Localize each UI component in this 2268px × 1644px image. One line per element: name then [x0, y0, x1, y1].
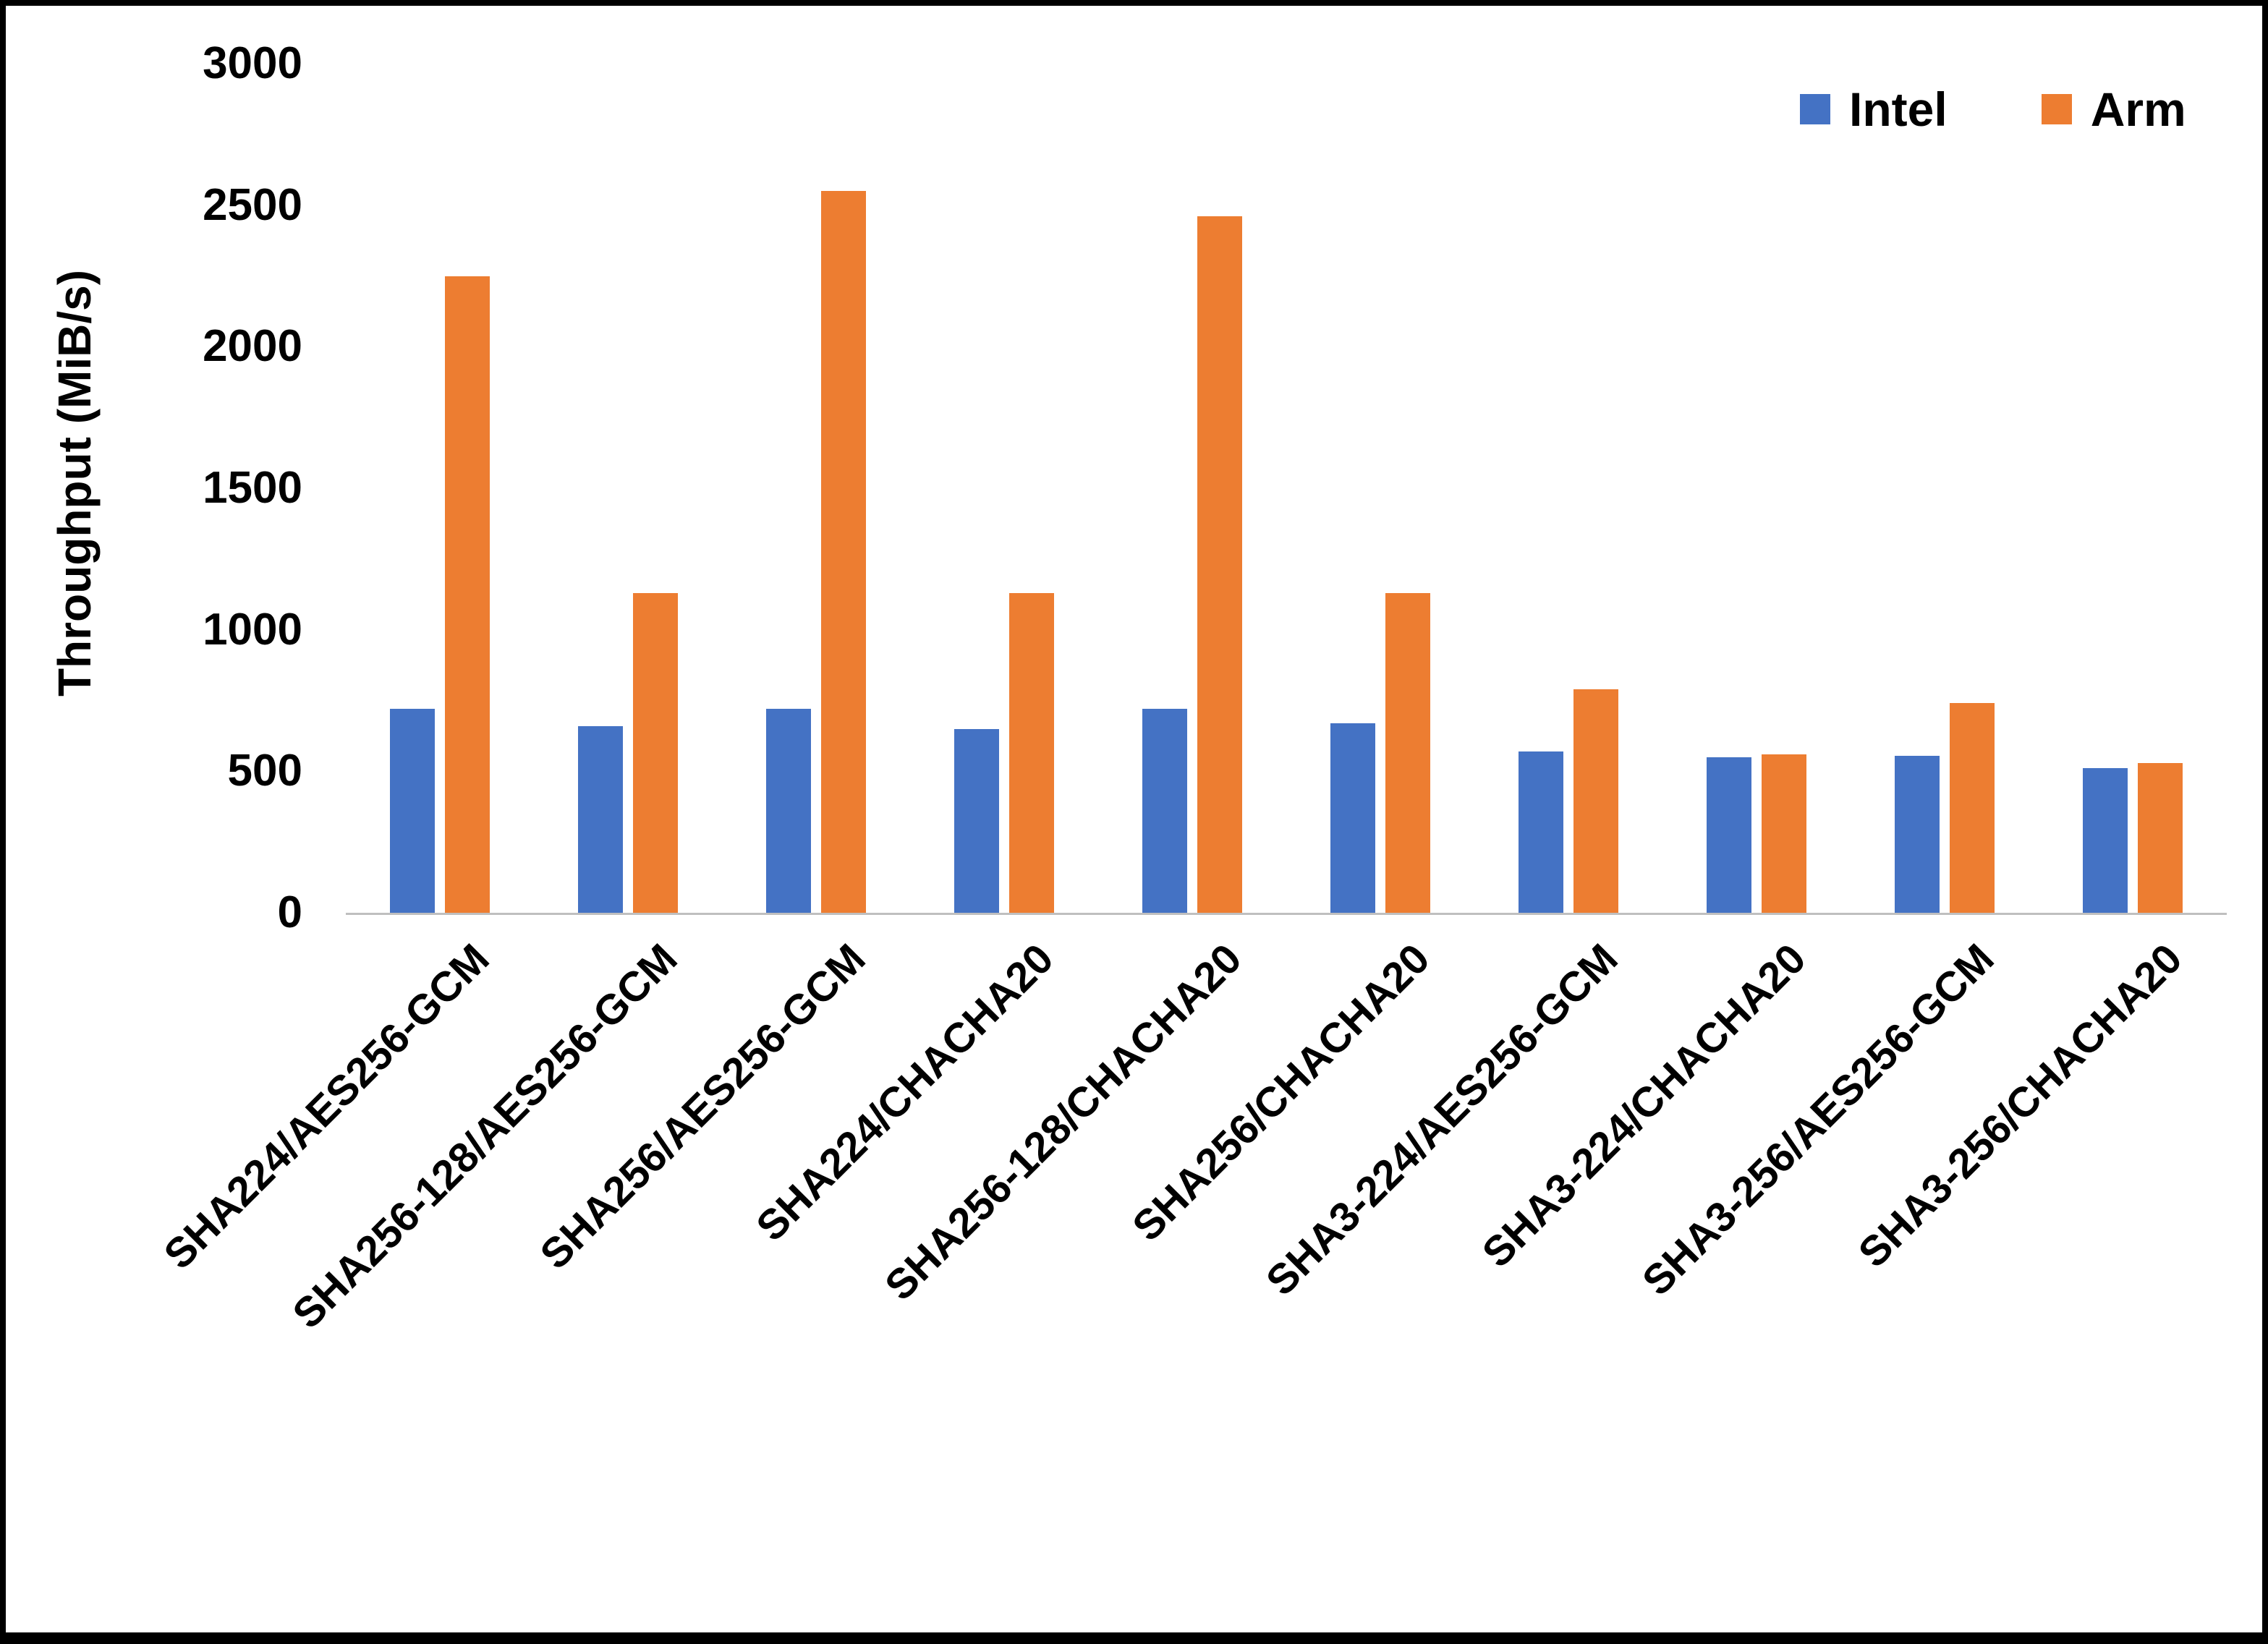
legend-item-arm: Arm — [2041, 82, 2186, 137]
x-axis-label: SHA224/AES256-GCM — [155, 934, 498, 1279]
bar-arm — [1009, 592, 1054, 913]
bar-arm — [1950, 703, 1995, 913]
bar-arm — [1385, 592, 1430, 913]
x-axis-label: SHA256/AES256-GCM — [531, 934, 875, 1279]
legend: Intel Arm — [1800, 82, 2186, 137]
bar-arm — [821, 191, 866, 913]
bar-intel — [766, 709, 811, 913]
bar-intel — [1519, 751, 1563, 913]
y-tick-label: 0 — [277, 887, 302, 937]
y-tick-label: 1500 — [203, 463, 302, 513]
y-tick-label: 2000 — [203, 321, 302, 372]
bar-intel — [1707, 757, 1751, 913]
y-tick-label: 2500 — [203, 179, 302, 230]
bar-arm — [445, 276, 490, 913]
x-axis-label: SHA256-128/AES256-GCM — [284, 934, 687, 1338]
bar-arm — [1573, 689, 1618, 913]
x-axis-label: SHA3-256/CHACHA20 — [1849, 934, 2191, 1277]
bar-arm — [633, 592, 678, 913]
x-axis-line — [346, 913, 2227, 915]
legend-label-arm: Arm — [2090, 82, 2186, 136]
bar-intel — [578, 725, 623, 913]
legend-swatch-intel — [1800, 94, 1830, 124]
bar-intel — [1142, 709, 1187, 913]
y-tick-label: 3000 — [203, 38, 302, 88]
x-axis-label: SHA3-256/AES256-GCM — [1633, 934, 2003, 1305]
legend-swatch-arm — [2041, 94, 2072, 124]
x-axis-label: SHA3-224/CHACHA20 — [1473, 934, 1815, 1277]
bar-intel — [1895, 755, 1940, 913]
x-axis-label: SHA256-128/CHACHA20 — [875, 934, 1251, 1310]
legend-label-intel: Intel — [1849, 82, 1948, 136]
bar-arm — [2138, 762, 2183, 913]
y-tick-label: 1000 — [203, 604, 302, 655]
bar-intel — [2083, 768, 2128, 913]
bar-arm — [1197, 216, 1242, 913]
x-axis-label: SHA3-224/AES256-GCM — [1257, 934, 1627, 1305]
bar-intel — [954, 728, 999, 913]
bar-intel — [390, 709, 435, 913]
bar-intel — [1330, 723, 1375, 913]
bar-arm — [1762, 754, 1806, 913]
legend-item-intel: Intel — [1800, 82, 1948, 137]
y-tick-label: 500 — [227, 746, 302, 796]
bar-chart: Throughput (MiB/s) Intel Arm 0 500 1000 1500… — [6, 6, 2262, 1632]
